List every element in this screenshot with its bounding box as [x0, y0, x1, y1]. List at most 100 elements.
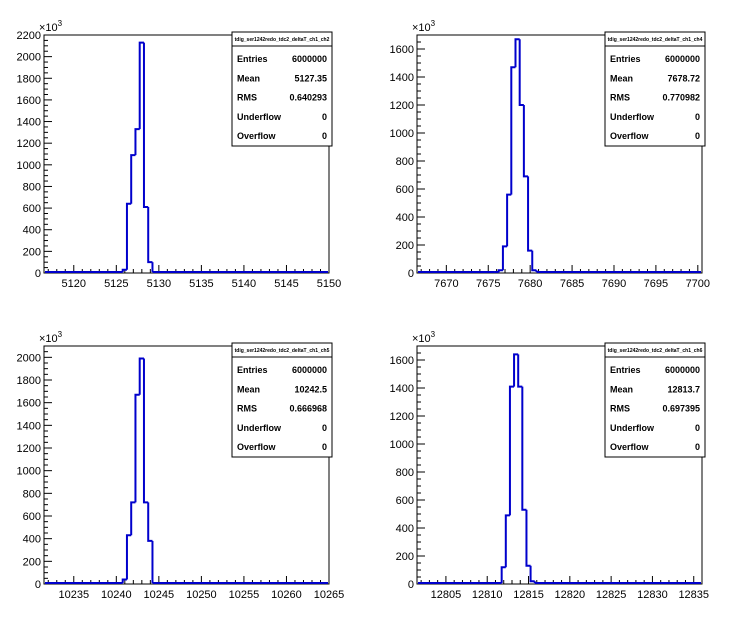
y-tick-label: 400	[396, 523, 414, 535]
stats-box-frame	[604, 342, 706, 458]
y-tick-label: 1600	[390, 44, 414, 56]
stats-label: Overflow	[610, 442, 650, 452]
y-tick-label: 0	[35, 579, 41, 591]
stats-value: 0	[322, 112, 327, 122]
histogram-bin	[142, 358, 149, 504]
y-tick-label: 1000	[17, 466, 41, 478]
y-tick-label: 600	[396, 184, 414, 196]
y-tick-label: 2200	[17, 30, 41, 42]
y-tick-label: 1400	[390, 383, 414, 395]
stats-box: tdig_ser1242redo_tdc2_deltaT_ch1_ch6 Entr…	[604, 342, 706, 458]
stats-value: 12813.7	[667, 384, 700, 394]
stats-value: 0	[322, 442, 327, 452]
x-tick-label: 10245	[144, 589, 175, 601]
histogram-bin	[500, 566, 506, 583]
x-tick-label: 5150	[317, 278, 341, 290]
x-tick-label: 7690	[602, 278, 626, 290]
y-exponent-label: ×103	[39, 19, 63, 34]
x-tick-label: 10255	[229, 589, 260, 601]
stats-value: 0	[322, 131, 327, 141]
stats-box-title: tdig_ser1242redo_tdc2_deltaT_ch1_ch4	[608, 37, 703, 43]
stats-value: 0	[695, 423, 700, 433]
stats-value: 7678.72	[667, 73, 700, 83]
histogram-bins	[500, 353, 536, 583]
y-tick-label: 600	[23, 203, 41, 215]
x-tick-label: 12830	[637, 589, 668, 601]
stats-value: 6000000	[292, 54, 327, 64]
x-tick-label: 10235	[58, 589, 89, 601]
stats-value: 5127.35	[294, 73, 327, 83]
y-tick-label: 800	[396, 156, 414, 168]
y-tick-label: 1400	[17, 420, 41, 432]
stats-value: 0	[695, 112, 700, 122]
stats-label: Overflow	[237, 131, 277, 141]
exponent-base: ×10	[39, 22, 58, 34]
y-tick-label: 400	[23, 225, 41, 237]
x-tick-label: 7695	[644, 278, 668, 290]
stats-box-frame	[604, 31, 706, 147]
stats-value: 0	[695, 442, 700, 452]
stats-label: Underflow	[610, 423, 655, 433]
x-tick-label: 12835	[678, 589, 709, 601]
exponent-power: 3	[58, 19, 63, 28]
x-tick-label: 5135	[189, 278, 213, 290]
histogram-bin	[527, 176, 533, 252]
y-exponent-label: ×103	[39, 330, 63, 345]
histogram-bin	[508, 385, 515, 516]
stats-box: tdig_ser1242redo_tdc2_deltaT_ch1_ch5 Entr…	[231, 342, 333, 458]
y-tick-label: 1800	[17, 73, 41, 85]
histogram-bin	[125, 202, 132, 270]
y-tick-label: 2000	[17, 52, 41, 64]
stats-label: RMS	[610, 404, 630, 414]
x-tick-label: 7680	[518, 278, 542, 290]
histogram-panel-4: 0 200 400 600 800 1000 1200 1400 1600 12805 12810 1…	[390, 330, 710, 601]
exponent-base: ×10	[412, 333, 431, 345]
y-tick-label: 200	[396, 551, 414, 563]
histogram-bin	[125, 534, 132, 580]
stats-box-title: tdig_ser1242redo_tdc2_deltaT_ch1_ch2	[235, 37, 330, 43]
y-tick-label: 1000	[17, 160, 41, 172]
histogram-bins	[494, 38, 538, 273]
y-tick-label: 200	[396, 240, 414, 252]
y-tick-label: 800	[396, 467, 414, 479]
stats-value: 0.770982	[662, 93, 700, 103]
stats-label: Mean	[610, 384, 633, 394]
histogram-bin	[518, 39, 524, 106]
y-tick-label: 1000	[390, 128, 414, 140]
stats-box-title: tdig_ser1242redo_tdc2_deltaT_ch1_ch6	[608, 348, 703, 354]
stats-value: 0	[322, 423, 327, 433]
x-tick-label: 5140	[232, 278, 256, 290]
x-tick-label: 12805	[431, 589, 462, 601]
y-tick-label: 2000	[17, 352, 41, 364]
y-exponent-label: ×103	[412, 19, 436, 34]
histogram-bin	[529, 565, 535, 583]
histogram-bin	[521, 386, 527, 511]
stats-value: 6000000	[292, 365, 327, 375]
y-tick-label: 800	[23, 488, 41, 500]
histogram-bin	[134, 393, 140, 503]
histogram-bin	[517, 354, 523, 388]
y-tick-label: 1200	[390, 100, 414, 112]
y-tick-label: 800	[23, 181, 41, 193]
stats-label: Overflow	[610, 131, 650, 141]
histogram-bin	[138, 41, 144, 130]
stats-value: 0.697395	[662, 404, 700, 414]
y-tick-label: 1600	[17, 398, 41, 410]
histogram-bin	[147, 207, 153, 264]
exponent-power: 3	[431, 330, 436, 339]
stats-box-title: tdig_ser1242redo_tdc2_deltaT_ch1_ch5	[235, 348, 330, 354]
stats-label: RMS	[610, 93, 630, 103]
histogram-bin	[514, 38, 520, 68]
y-tick-label: 600	[23, 511, 41, 523]
histogram-bin	[130, 501, 136, 536]
y-tick-label: 1000	[390, 439, 414, 451]
stats-label: Overflow	[237, 442, 277, 452]
histogram-bin	[147, 502, 153, 542]
stats-value: 10242.5	[294, 384, 327, 394]
y-tick-label: 0	[408, 268, 414, 280]
stats-label: Entries	[610, 365, 641, 375]
stats-label: Mean	[610, 73, 633, 83]
y-tick-label: 400	[23, 534, 41, 546]
x-tick-label: 12815	[513, 589, 544, 601]
